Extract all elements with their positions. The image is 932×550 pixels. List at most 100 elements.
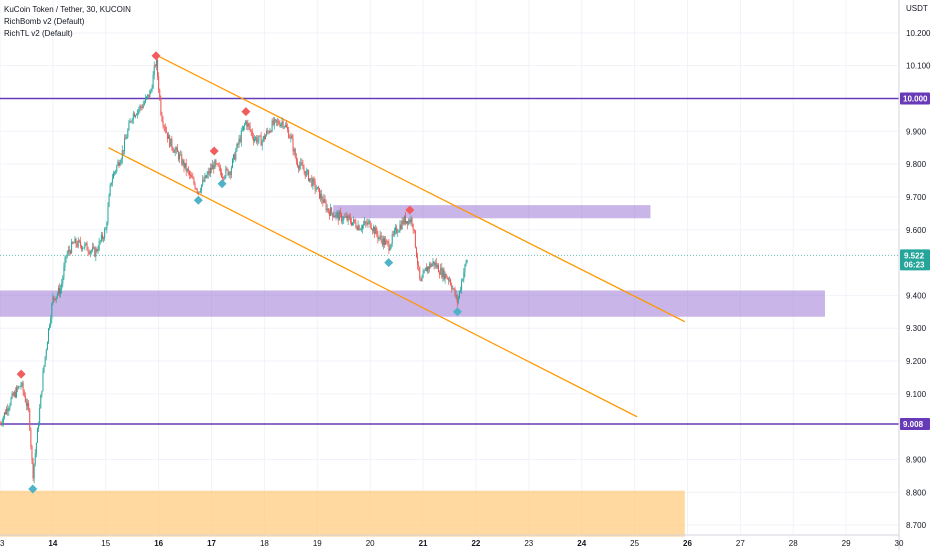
x-tick-label: 23	[524, 539, 533, 548]
candle-body	[316, 186, 318, 190]
candle-body	[141, 107, 143, 109]
candle-body	[117, 161, 119, 166]
candle-body	[165, 130, 167, 133]
x-tick-label: 26	[683, 539, 692, 548]
candle-body	[188, 171, 190, 175]
candle-body	[146, 96, 148, 98]
candle-body	[174, 149, 176, 153]
candle-body	[207, 171, 209, 175]
candle-body	[434, 262, 436, 266]
candle-body	[378, 237, 380, 239]
candle-body	[374, 227, 376, 235]
candle-body	[466, 260, 468, 262]
candle-body	[192, 177, 194, 179]
legend-indicator-richtl[interactable]: RichTL v2 (Default)	[4, 29, 73, 38]
candle-body	[419, 266, 421, 279]
candle-body	[358, 225, 360, 231]
candle-body	[172, 147, 174, 151]
candle-body	[313, 178, 315, 182]
candle-body	[300, 162, 302, 166]
candle-body	[90, 250, 92, 252]
candle-body	[259, 135, 261, 137]
legend-indicator-richbomb[interactable]: RichBomb v2 (Default)	[4, 17, 85, 26]
candle-body	[327, 208, 329, 212]
candle-body	[83, 247, 85, 249]
candle-body	[77, 240, 79, 247]
x-tick-label: 21	[419, 539, 428, 548]
candle-body	[169, 135, 171, 147]
y-tick-label: 10.200	[906, 29, 931, 38]
y-tick-label: 9.700	[906, 193, 927, 202]
x-tick-label: 20	[366, 539, 375, 548]
candle-body	[67, 249, 69, 254]
candle-body	[235, 150, 237, 160]
candle-body	[38, 424, 40, 429]
candle-body	[382, 238, 384, 245]
candle-body	[281, 121, 283, 124]
zone-rect	[333, 205, 651, 219]
candle-body	[6, 408, 8, 415]
candle-body	[29, 409, 31, 430]
candle-body	[36, 428, 38, 443]
candle-body	[136, 114, 138, 116]
candle-body	[78, 240, 80, 242]
candle-body	[309, 178, 311, 181]
candles	[0, 56, 468, 484]
chart-legend: KuCoin Token / Tether, 30, KUCOIN RichBo…	[4, 4, 131, 40]
candle-body	[87, 250, 89, 253]
signals	[16, 51, 462, 494]
y-tick-label: 9.200	[906, 357, 927, 366]
candle-body	[116, 165, 118, 171]
candle-body	[360, 229, 362, 230]
candle-body	[10, 398, 12, 405]
candle-body	[417, 257, 419, 265]
candle-body	[55, 296, 57, 301]
candle-body	[277, 121, 279, 123]
candle-body	[248, 123, 250, 126]
candle-body	[230, 167, 232, 175]
candle-body	[139, 106, 141, 110]
x-tick-label: 16	[154, 539, 163, 548]
candle-body	[388, 242, 390, 251]
level-price-tag-label: 9.008	[903, 420, 924, 429]
candle-body	[372, 227, 374, 231]
candle-body	[123, 138, 125, 151]
candle-body	[204, 175, 206, 182]
candle-body	[96, 249, 98, 252]
candle-body	[181, 154, 183, 165]
candle-body	[231, 158, 233, 168]
candle-body	[402, 220, 404, 224]
candle-body	[387, 241, 389, 243]
x-tick-label: 30	[895, 539, 904, 548]
candle-body	[370, 227, 372, 230]
candle-body	[258, 135, 260, 140]
y-tick-label: 9.900	[906, 127, 927, 136]
candle-body	[383, 238, 385, 245]
candle-body	[324, 198, 326, 203]
candle-body	[46, 342, 48, 351]
candle-body	[407, 221, 409, 225]
candle-body	[379, 235, 381, 238]
candle-body	[119, 162, 121, 166]
legend-symbol[interactable]: KuCoin Token / Tether, 30, KUCOIN	[4, 5, 131, 14]
candle-body	[94, 247, 96, 257]
candle-body	[151, 88, 153, 91]
candle-body	[81, 245, 83, 250]
candle-body	[72, 242, 74, 244]
candle-body	[462, 279, 464, 281]
candle-body	[122, 150, 124, 151]
candle-body	[337, 212, 339, 221]
candle-body	[73, 242, 75, 244]
x-tick-label: 25	[630, 539, 639, 548]
candle-body	[357, 225, 359, 230]
candle-body	[53, 296, 55, 299]
candle-body	[131, 119, 133, 122]
candle-body	[211, 167, 213, 170]
candle-body	[410, 218, 412, 223]
candle-body	[279, 124, 281, 127]
candle-body	[295, 157, 297, 162]
candle-body	[269, 130, 271, 133]
candle-body	[280, 123, 282, 127]
